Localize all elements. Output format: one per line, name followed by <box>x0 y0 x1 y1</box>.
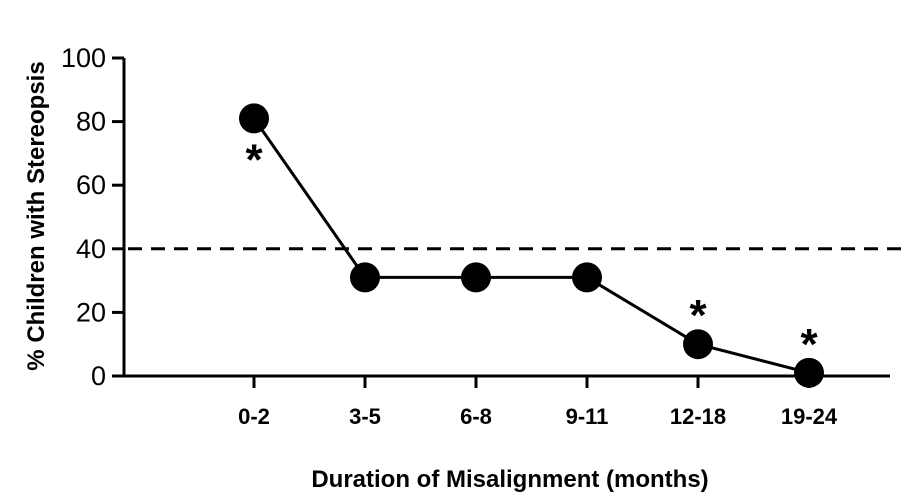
x-ticks: 0-2 3-5 6-8 9-11 12-18 19-24 <box>238 376 838 429</box>
x-tick-label: 12-18 <box>670 404 726 429</box>
y-tick-label: 60 <box>76 170 106 200</box>
x-tick-label: 0-2 <box>238 404 270 429</box>
x-axis-title: Duration of Misalignment (months) <box>311 466 708 493</box>
x-tick-label: 19-24 <box>781 404 838 429</box>
y-tick-label: 20 <box>76 297 106 327</box>
x-tick-label: 3-5 <box>349 404 381 429</box>
data-point <box>794 357 824 388</box>
y-ticks: 0 20 40 60 80 100 <box>61 43 124 391</box>
series-group <box>239 103 824 388</box>
data-point <box>461 262 491 293</box>
y-tick-label: 80 <box>76 107 106 137</box>
y-tick-label: 100 <box>61 43 106 73</box>
significance-asterisk: * <box>800 320 818 369</box>
significance-markers: * * * <box>245 135 818 368</box>
y-axis-title: % Children with Stereopsis <box>23 61 50 370</box>
x-tick-label: 6-8 <box>460 404 492 429</box>
significance-asterisk: * <box>689 291 707 340</box>
y-tick-label: 40 <box>76 234 106 264</box>
data-point <box>572 262 602 293</box>
data-point <box>683 329 713 360</box>
series-line <box>252 117 810 375</box>
data-point <box>350 262 380 293</box>
data-point <box>239 103 269 134</box>
significance-asterisk: * <box>245 135 263 184</box>
y-tick-label: 0 <box>91 361 106 391</box>
x-tick-label: 9-11 <box>566 404 609 429</box>
